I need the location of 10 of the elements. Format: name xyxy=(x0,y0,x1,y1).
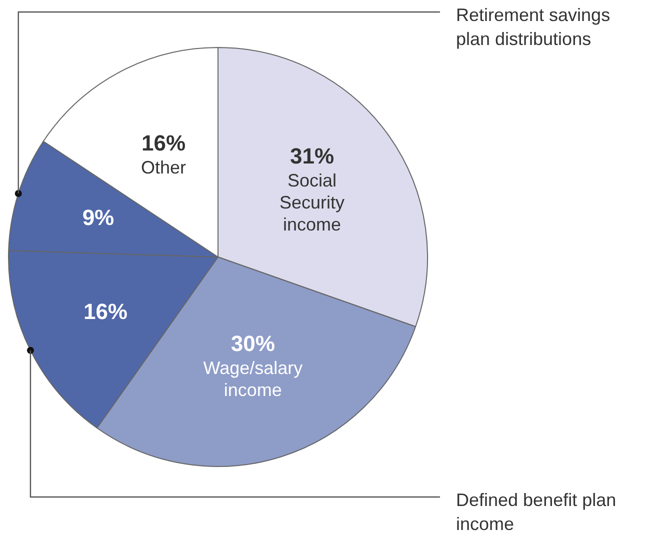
data-label: 30% xyxy=(230,330,275,356)
slice-label: Wage/salary income xyxy=(203,358,303,400)
data-label: 31% xyxy=(290,143,334,168)
data-label: 16% xyxy=(141,130,186,156)
slice-label: Social Security income xyxy=(280,170,345,234)
data-label: 16% xyxy=(83,299,128,324)
slice-label: Other xyxy=(140,157,186,178)
data-label: 9% xyxy=(82,204,114,230)
slice-label: Retirement savings plan distributions xyxy=(456,4,610,49)
slice-label: Defined benefit plan income xyxy=(456,490,616,534)
